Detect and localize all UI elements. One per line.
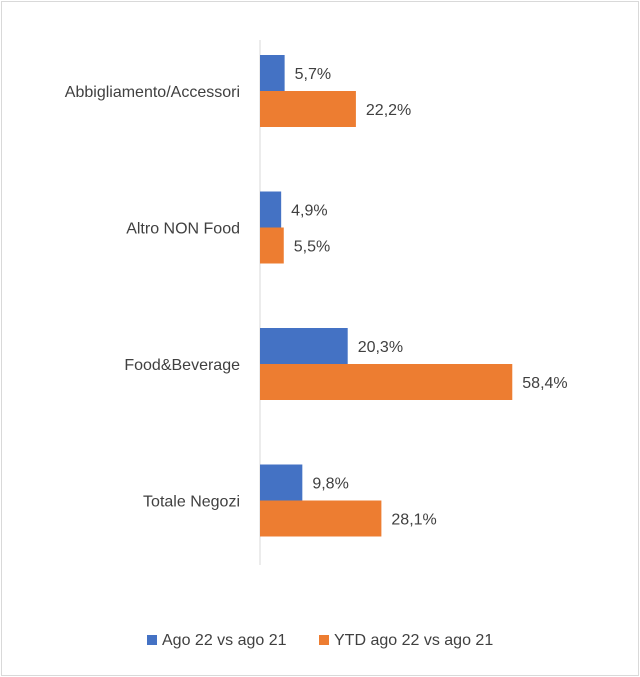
bar-ytd bbox=[260, 364, 513, 400]
bar-ytd bbox=[260, 227, 284, 264]
bar-ago bbox=[260, 191, 282, 228]
bars bbox=[260, 55, 513, 537]
category-label: Food&Beverage bbox=[124, 357, 240, 374]
legend-label: YTD ago 22 vs ago 21 bbox=[334, 632, 493, 649]
data-label: 58,4% bbox=[522, 375, 567, 392]
data-label: 20,3% bbox=[358, 339, 403, 356]
bar-ago bbox=[260, 55, 285, 91]
data-label: 9,8% bbox=[312, 476, 348, 493]
data-label: 28,1% bbox=[391, 512, 436, 529]
data-label: 5,5% bbox=[294, 239, 330, 256]
category-labels: Abbigliamento/Accessori Altro NON Food Foo… bbox=[65, 84, 240, 511]
data-label: 22,2% bbox=[366, 102, 411, 119]
category-label: Totale Negozi bbox=[143, 494, 240, 511]
data-label: 5,7% bbox=[295, 66, 331, 83]
bar-ago bbox=[260, 464, 303, 501]
legend: Ago 22 vs ago 21 YTD ago 22 vs ago 21 bbox=[147, 632, 493, 649]
bar-ago bbox=[260, 328, 348, 364]
data-labels: 5,7% 22,2% 4,9% 5,5% 20,3% 58,4% 9,8% 28,1% bbox=[291, 66, 567, 529]
category-label: Abbigliamento/Accessori bbox=[65, 84, 240, 101]
legend-swatch bbox=[147, 635, 157, 645]
bar-ytd bbox=[260, 500, 382, 537]
category-label: Altro NON Food bbox=[126, 221, 240, 238]
data-label: 4,9% bbox=[291, 203, 327, 220]
legend-label: Ago 22 vs ago 21 bbox=[162, 632, 287, 649]
legend-swatch bbox=[319, 635, 329, 645]
bar-ytd bbox=[260, 91, 356, 127]
